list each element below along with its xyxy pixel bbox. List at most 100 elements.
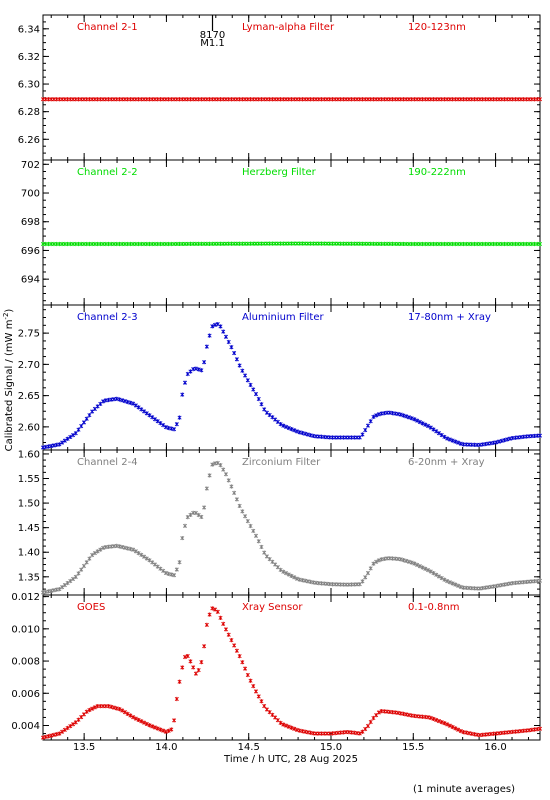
data-point bbox=[54, 587, 59, 592]
data-point bbox=[234, 357, 239, 362]
data-point bbox=[152, 417, 157, 422]
data-point bbox=[114, 706, 119, 711]
data-point bbox=[292, 726, 297, 731]
data-point bbox=[223, 627, 228, 632]
panel-5: 0.004 0.006 0.008 0.010 0.012 GOES Xray Sensor… bbox=[11, 592, 543, 741]
data-point bbox=[303, 431, 308, 436]
data-point bbox=[133, 403, 138, 408]
data-point bbox=[68, 434, 73, 440]
data-point bbox=[215, 322, 220, 327]
y-tick-label: 0.010 bbox=[11, 624, 40, 635]
data-point bbox=[73, 431, 78, 436]
data-point bbox=[76, 427, 81, 432]
data-point bbox=[111, 705, 117, 710]
panel-frame bbox=[42, 14, 541, 161]
data-point bbox=[229, 345, 234, 350]
data-point bbox=[256, 694, 261, 699]
band-label: 190-222nm bbox=[408, 167, 466, 178]
data-point bbox=[46, 589, 51, 594]
event-marker-region: 8170 bbox=[200, 30, 225, 41]
data-point bbox=[87, 556, 92, 561]
y-axis-label: Calibrated Signal / (mW m-2) bbox=[2, 309, 15, 452]
data-point bbox=[264, 410, 269, 415]
data-point bbox=[117, 397, 122, 402]
data-point bbox=[90, 552, 95, 558]
data-point bbox=[456, 583, 461, 588]
x-tick-label: 14.0 bbox=[155, 742, 177, 753]
data-point bbox=[294, 429, 299, 434]
data-point bbox=[436, 431, 441, 436]
data-point bbox=[202, 644, 207, 649]
data-point bbox=[439, 575, 444, 581]
data-point bbox=[177, 679, 182, 684]
data-point bbox=[289, 725, 294, 730]
data-point bbox=[248, 382, 253, 388]
data-point bbox=[221, 621, 226, 626]
data-point bbox=[133, 716, 138, 721]
data-series bbox=[40, 322, 543, 450]
data-point bbox=[210, 324, 215, 329]
data-point bbox=[499, 438, 504, 443]
y-tick-label: 2.60 bbox=[18, 422, 40, 433]
data-point bbox=[445, 579, 450, 584]
y-tick-label: 6.32 bbox=[18, 52, 40, 63]
y-tick-label: 698 bbox=[21, 217, 40, 228]
y-axis-label-close: ) bbox=[4, 309, 15, 313]
data-point bbox=[95, 549, 100, 554]
data-point bbox=[131, 401, 136, 406]
data-point bbox=[507, 436, 512, 441]
data-point bbox=[191, 665, 196, 670]
data-point bbox=[180, 535, 185, 541]
data-point bbox=[169, 572, 174, 577]
data-point bbox=[456, 727, 461, 732]
data-point bbox=[428, 425, 433, 430]
data-point bbox=[84, 416, 89, 421]
data-point bbox=[417, 419, 422, 425]
data-point bbox=[278, 567, 283, 572]
data-point bbox=[256, 539, 261, 544]
data-point bbox=[51, 588, 56, 593]
data-point bbox=[232, 490, 237, 495]
data-point bbox=[537, 578, 543, 583]
data-point bbox=[442, 577, 447, 582]
panel-1: 6.26 6.28 6.30 6.32 6.34 Channel 2-1 Lyman-alp… bbox=[18, 14, 543, 161]
data-point bbox=[273, 417, 278, 422]
data-point bbox=[505, 437, 510, 442]
data-point bbox=[204, 344, 209, 349]
data-point bbox=[185, 515, 190, 520]
band-label: 6-20nm + Xray bbox=[408, 457, 485, 468]
event-marker: 8170 M1.1 bbox=[200, 15, 225, 49]
data-point bbox=[537, 433, 543, 438]
data-point bbox=[62, 727, 67, 732]
y-tick-label: 1.55 bbox=[18, 474, 40, 485]
data-point bbox=[182, 654, 188, 660]
data-point bbox=[365, 723, 370, 729]
data-point bbox=[237, 654, 242, 659]
data-point bbox=[456, 440, 461, 445]
data-point bbox=[120, 398, 125, 403]
y-tick-label: 1.50 bbox=[18, 499, 40, 510]
data-point bbox=[281, 722, 286, 727]
data-point bbox=[497, 439, 502, 444]
data-point bbox=[57, 731, 62, 736]
data-point bbox=[131, 547, 136, 552]
data-point bbox=[155, 564, 160, 569]
panel-frame bbox=[42, 449, 541, 596]
data-point bbox=[406, 559, 411, 564]
data-point bbox=[136, 405, 141, 410]
data-point bbox=[62, 438, 67, 443]
data-point bbox=[46, 734, 51, 739]
data-point bbox=[40, 590, 46, 595]
data-point bbox=[286, 724, 291, 729]
data-point bbox=[221, 329, 226, 334]
data-point bbox=[51, 732, 56, 738]
data-point bbox=[439, 432, 444, 438]
data-point bbox=[376, 412, 381, 417]
data-point bbox=[79, 423, 84, 429]
data-point bbox=[128, 400, 133, 405]
data-point bbox=[458, 441, 463, 446]
channel-label: Channel 2-2 bbox=[77, 167, 138, 178]
data-point bbox=[281, 423, 286, 428]
data-point bbox=[267, 412, 272, 418]
x-tick-label: 14.5 bbox=[238, 742, 260, 753]
